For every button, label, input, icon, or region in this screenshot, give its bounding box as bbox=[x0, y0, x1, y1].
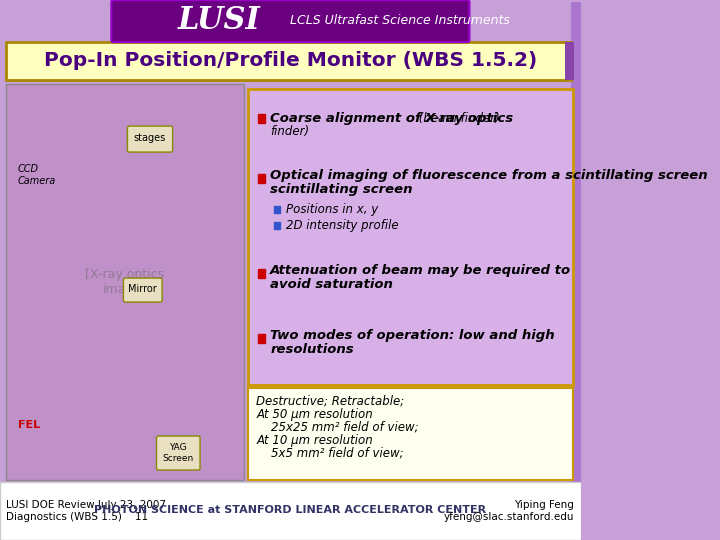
Bar bbox=[258, 269, 266, 278]
FancyBboxPatch shape bbox=[564, 42, 575, 80]
Text: [X-ray optics
image]: [X-ray optics image] bbox=[86, 268, 165, 296]
Text: YAG
Screen: YAG Screen bbox=[163, 443, 194, 463]
Bar bbox=[258, 334, 266, 343]
Text: At 50 μm resolution: At 50 μm resolution bbox=[256, 408, 373, 421]
Text: scintillating screen: scintillating screen bbox=[270, 183, 413, 195]
Text: Optical imaging of fluorescence from a scintillating screen: Optical imaging of fluorescence from a s… bbox=[270, 168, 708, 181]
Text: FEL: FEL bbox=[18, 420, 40, 430]
FancyBboxPatch shape bbox=[0, 482, 581, 540]
Text: finder): finder) bbox=[270, 125, 310, 138]
Text: 5x5 mm² field of view;: 5x5 mm² field of view; bbox=[256, 447, 404, 460]
Text: Coarse alignment of X-ray optics: Coarse alignment of X-ray optics bbox=[270, 112, 513, 125]
Text: 2D intensity profile: 2D intensity profile bbox=[287, 219, 399, 232]
FancyBboxPatch shape bbox=[112, 0, 469, 42]
FancyBboxPatch shape bbox=[6, 42, 571, 80]
Text: Mirror: Mirror bbox=[128, 284, 157, 294]
Bar bbox=[274, 222, 280, 229]
Text: avoid saturation: avoid saturation bbox=[270, 278, 393, 291]
Text: At 10 μm resolution: At 10 μm resolution bbox=[256, 434, 373, 447]
Text: Two modes of operation: low and high: Two modes of operation: low and high bbox=[270, 328, 555, 341]
Bar bbox=[274, 206, 280, 213]
Text: LUSI DOE Review July 23, 2007
Diagnostics (WBS 1.5)    11: LUSI DOE Review July 23, 2007 Diagnostic… bbox=[6, 500, 166, 522]
Text: Positions in x, y: Positions in x, y bbox=[287, 202, 379, 215]
FancyBboxPatch shape bbox=[156, 436, 200, 470]
Bar bbox=[258, 174, 266, 183]
FancyBboxPatch shape bbox=[123, 278, 162, 302]
Text: stages: stages bbox=[134, 133, 166, 143]
Text: 25x25 mm² field of view;: 25x25 mm² field of view; bbox=[256, 421, 419, 434]
Text: Attenuation of beam may be required to: Attenuation of beam may be required to bbox=[270, 264, 572, 276]
Bar bbox=[258, 114, 266, 123]
Text: Yiping Feng
yfeng@slac.stanford.edu: Yiping Feng yfeng@slac.stanford.edu bbox=[444, 500, 575, 522]
FancyBboxPatch shape bbox=[6, 84, 244, 480]
Text: LCLS Ultrafast Science Instruments: LCLS Ultrafast Science Instruments bbox=[290, 14, 510, 26]
Text: (beam finder): (beam finder) bbox=[415, 112, 500, 125]
Text: LUSI: LUSI bbox=[177, 5, 260, 36]
Text: CCD
Camera: CCD Camera bbox=[18, 164, 56, 186]
FancyBboxPatch shape bbox=[127, 126, 173, 152]
Text: resolutions: resolutions bbox=[270, 342, 354, 355]
FancyBboxPatch shape bbox=[571, 2, 581, 482]
Text: PHOTON SCIENCE at STANFORD LINEAR ACCELERATOR CENTER: PHOTON SCIENCE at STANFORD LINEAR ACCELE… bbox=[94, 505, 487, 515]
Text: Pop-In Position/Profile Monitor (WBS 1.5.2): Pop-In Position/Profile Monitor (WBS 1.5… bbox=[44, 51, 537, 70]
FancyBboxPatch shape bbox=[248, 89, 572, 385]
Text: Destructive; Retractable;: Destructive; Retractable; bbox=[256, 395, 405, 408]
FancyBboxPatch shape bbox=[248, 388, 572, 480]
